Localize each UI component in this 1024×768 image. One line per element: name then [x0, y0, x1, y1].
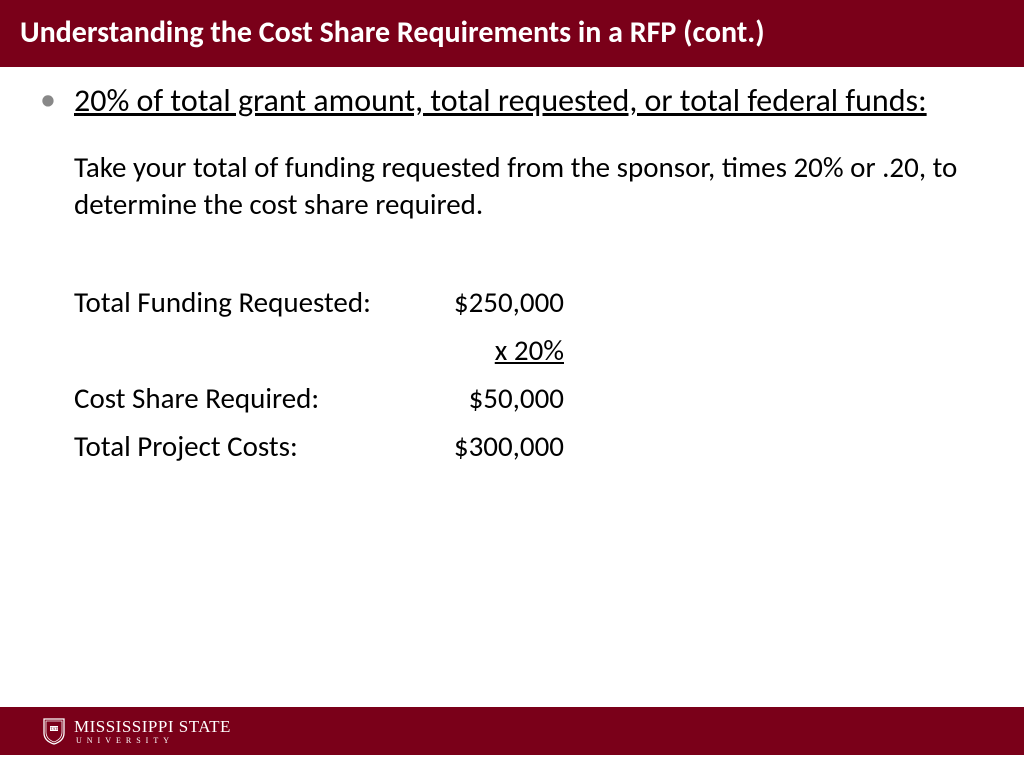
calc-row: Cost Share Required: $50,000 — [74, 374, 974, 422]
logo-text: MISSISSIPPI STATE UNIVERSITY — [74, 718, 231, 745]
bullet-sub-content: Take your total of funding requested fro… — [40, 121, 974, 470]
calc-row: Total Project Costs: $300,000 — [74, 422, 974, 470]
logo-main-text: MISSISSIPPI STATE — [74, 718, 231, 735]
bullet-heading: 20% of total grant amount, total request… — [74, 81, 927, 121]
calc-label: Total Project Costs: — [74, 422, 424, 470]
calc-label: Total Funding Requested: — [74, 278, 424, 326]
university-logo: STATE MISSISSIPPI STATE UNIVERSITY — [42, 717, 231, 745]
slide-title-bar: Understanding the Cost Share Requirement… — [0, 0, 1024, 67]
calc-row: Total Funding Requested: $250,000 — [74, 278, 974, 326]
slide-content: • 20% of total grant amount, total reque… — [0, 67, 1024, 470]
logo-sub-text: UNIVERSITY — [74, 735, 231, 745]
description-text: Take your total of funding requested fro… — [74, 149, 974, 223]
calc-value: $300,000 — [424, 422, 564, 470]
slide-title: Understanding the Cost Share Requirement… — [20, 14, 765, 51]
calc-multiplier: x 20% — [424, 326, 564, 374]
bullet-item: • 20% of total grant amount, total reque… — [40, 81, 974, 121]
calc-label: Cost Share Required: — [74, 374, 424, 422]
calc-label — [74, 326, 424, 374]
calc-value: $250,000 — [424, 278, 564, 326]
svg-text:STATE: STATE — [48, 726, 60, 731]
shield-icon: STATE — [42, 717, 66, 745]
calc-value: $50,000 — [424, 374, 564, 422]
footer-bar: STATE MISSISSIPPI STATE UNIVERSITY — [0, 707, 1024, 755]
bullet-marker: • — [40, 81, 74, 119]
calculation-block: Total Funding Requested: $250,000 x 20% … — [74, 223, 974, 470]
calc-row: x 20% — [74, 326, 974, 374]
